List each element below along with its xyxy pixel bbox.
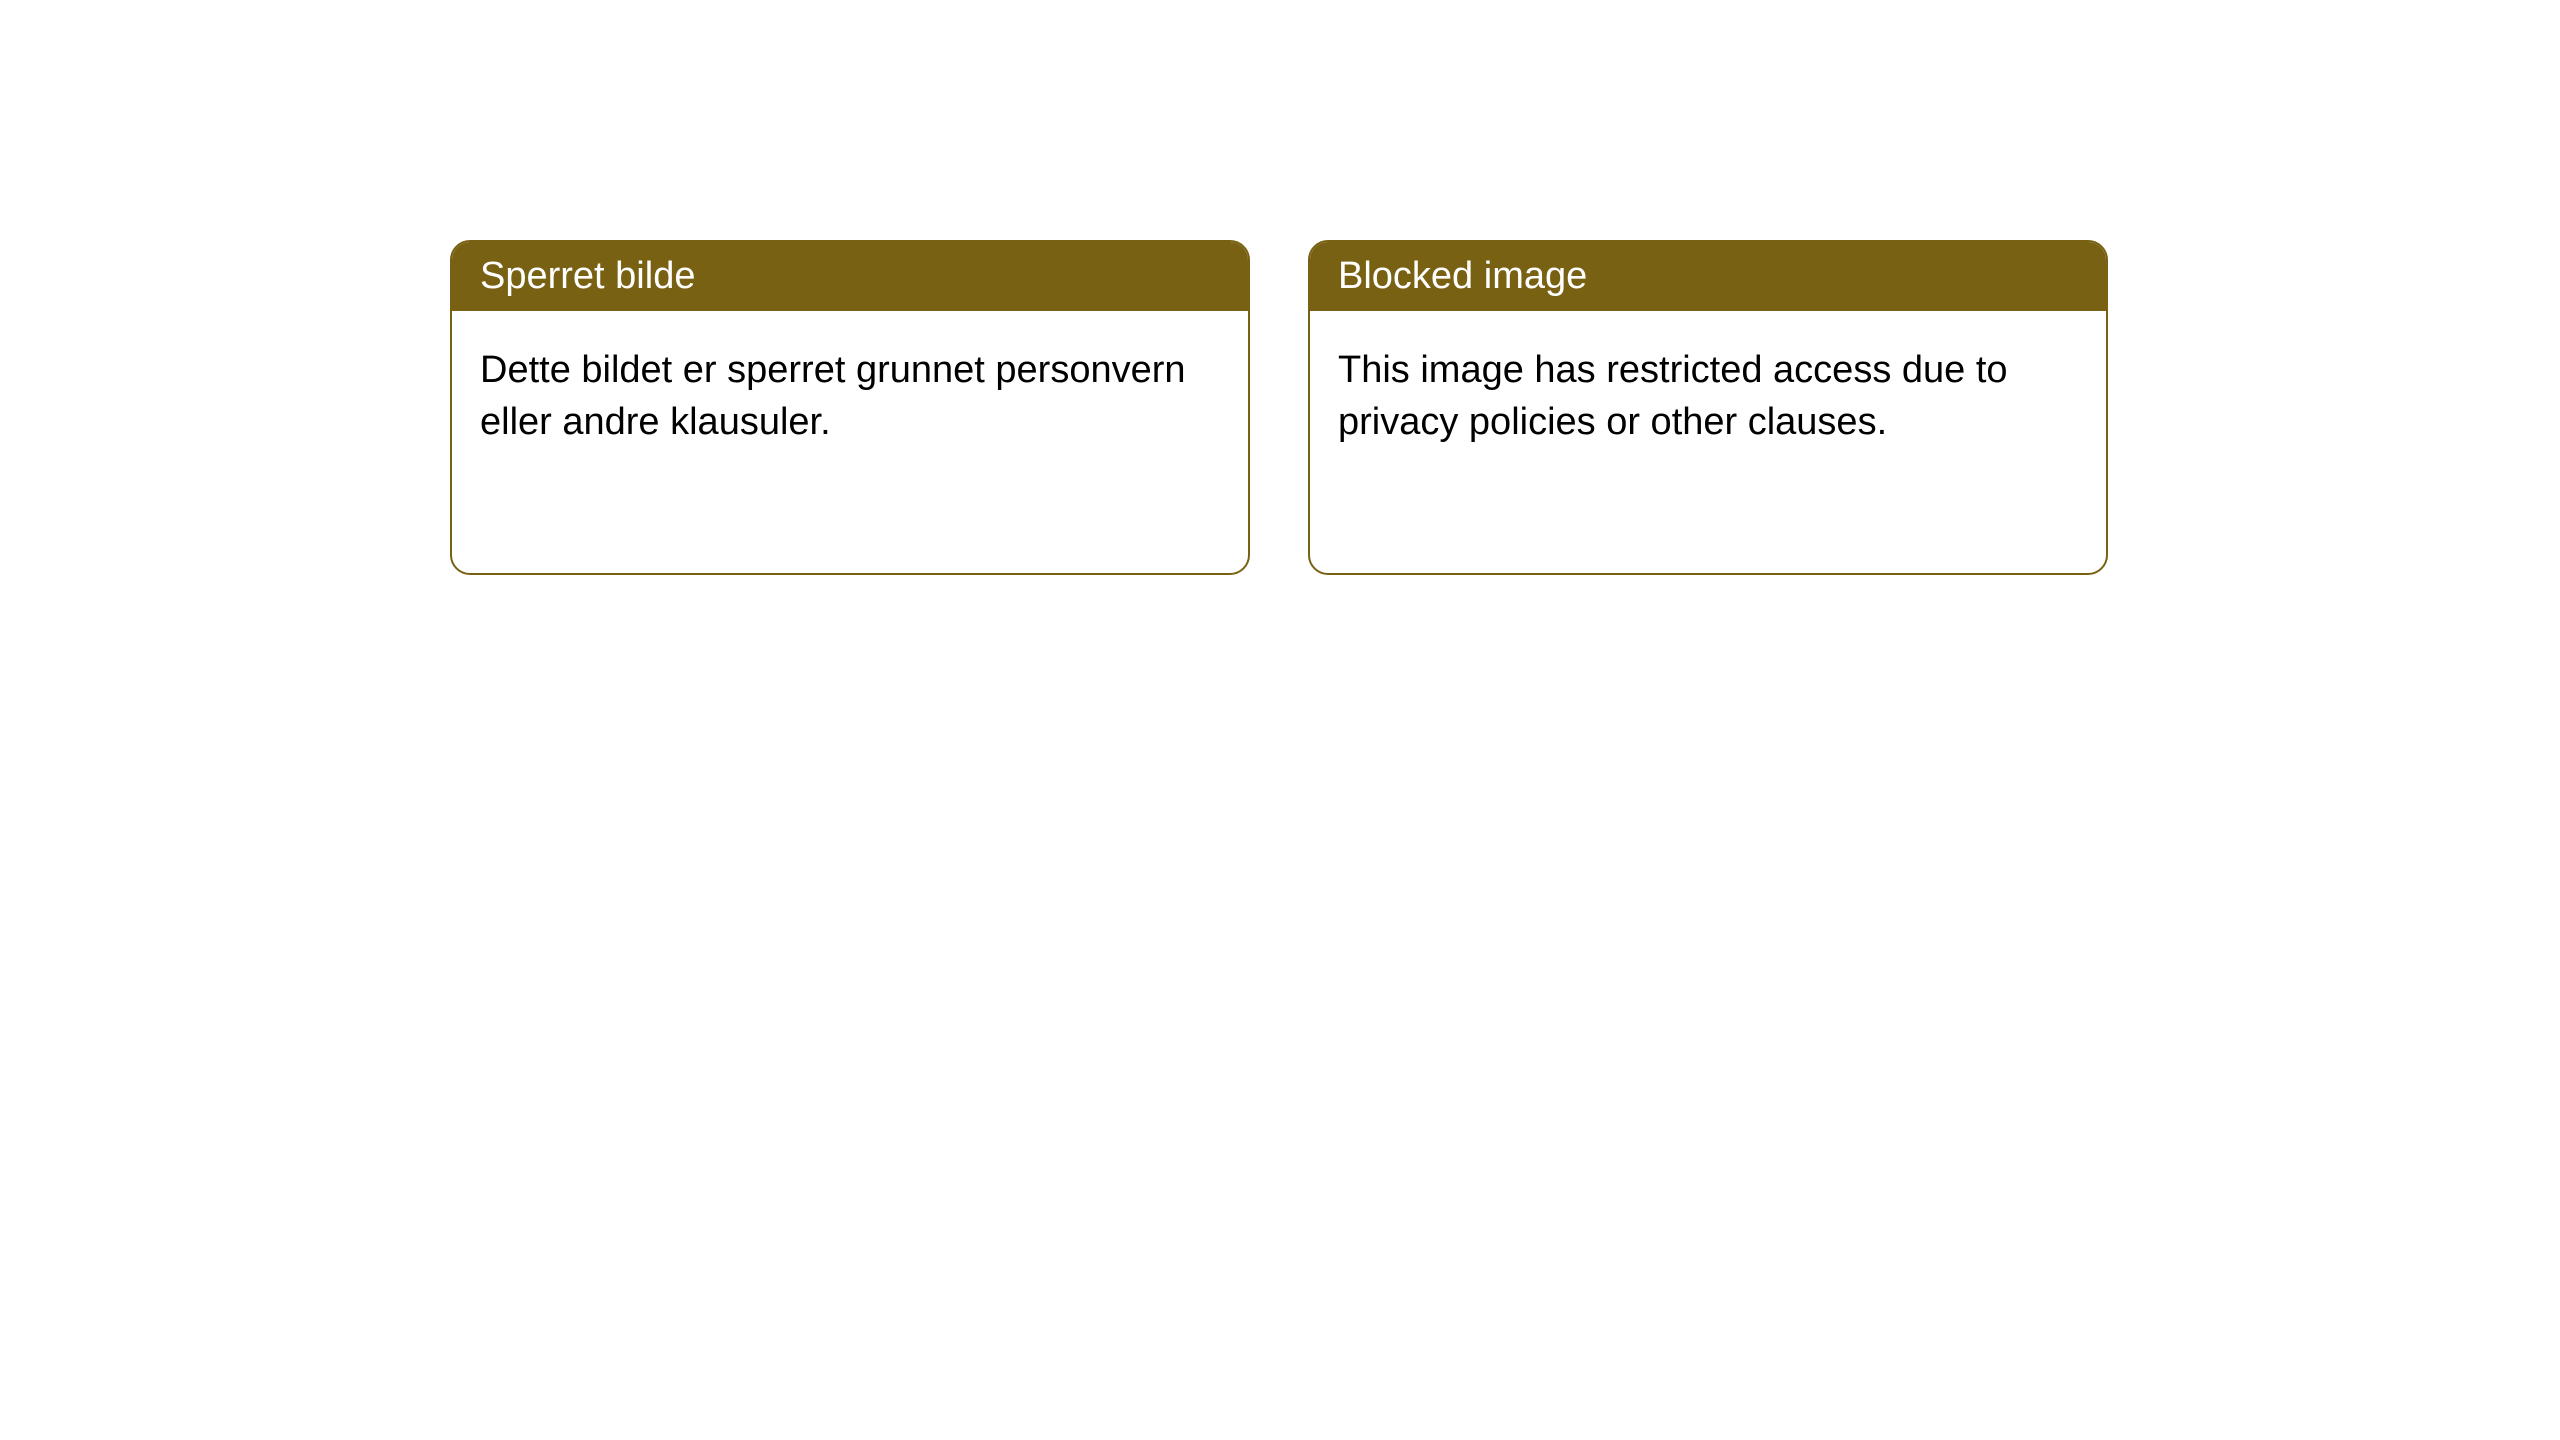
card-body-text: This image has restricted access due to …	[1338, 349, 2008, 442]
card-header: Sperret bilde	[452, 242, 1248, 311]
card-title: Blocked image	[1338, 255, 1587, 297]
notice-card-norwegian: Sperret bilde Dette bildet er sperret gr…	[450, 240, 1250, 575]
card-body: Dette bildet er sperret grunnet personve…	[452, 311, 1248, 482]
card-body-text: Dette bildet er sperret grunnet personve…	[480, 349, 1186, 442]
card-title: Sperret bilde	[480, 255, 695, 297]
card-body: This image has restricted access due to …	[1310, 311, 2106, 482]
card-header: Blocked image	[1310, 242, 2106, 311]
notice-card-english: Blocked image This image has restricted …	[1308, 240, 2108, 575]
notice-container: Sperret bilde Dette bildet er sperret gr…	[0, 0, 2560, 575]
